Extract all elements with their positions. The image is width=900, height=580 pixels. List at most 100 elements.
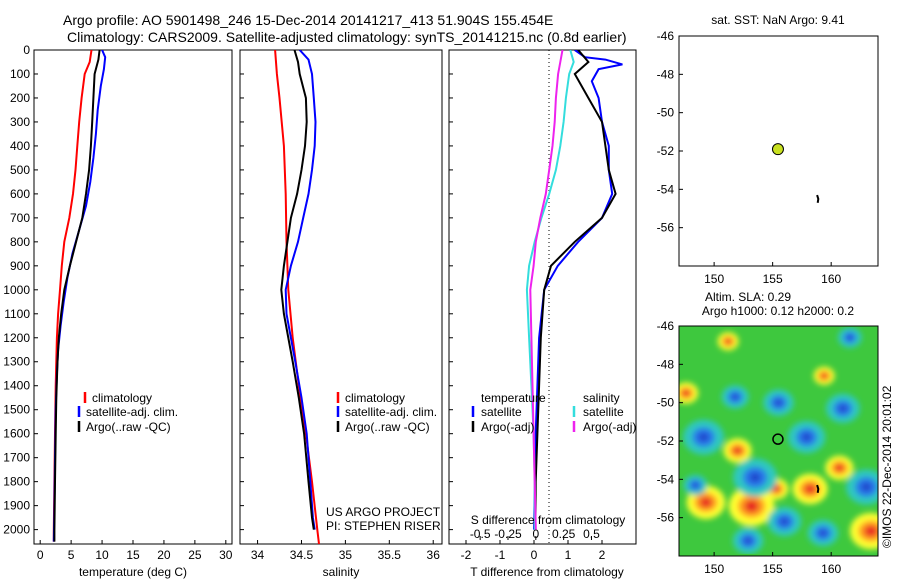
series-line-satellite [533, 50, 623, 530]
sla-map-title-line1: Altim. SLA: 0.29 [705, 290, 791, 304]
map-y-tick-label: -54 [657, 182, 675, 196]
sla-high-peak [733, 447, 742, 455]
series-line-argo-adj [534, 50, 617, 530]
legend-s-satellite: satellite [583, 405, 624, 419]
temperature-axis-tick-label: 20 [157, 548, 171, 562]
depth-tick-label: 2000 [3, 523, 30, 537]
series-line-argo-raw-qc [280, 50, 315, 530]
salinity-axis-tick-label: 34.5 [290, 548, 314, 562]
depth-tick-label: 1800 [3, 475, 30, 489]
sla-high-peak [820, 373, 828, 379]
t-difference-axis-tick-label: 1 [565, 548, 572, 562]
temperature-axis-label: temperature (deg C) [79, 565, 187, 579]
t-difference-axis-tick-label: -2 [461, 548, 472, 562]
sla-high-peak [682, 389, 690, 397]
depth-tick-label: 900 [10, 259, 30, 273]
series-line-argo-adj [529, 50, 564, 530]
sla-high-peak [804, 484, 816, 494]
legend-t-argo: Argo(-adj) [481, 420, 534, 434]
salinity-panel: 34 34.5 35 35.5 36 salinity climatology sate… [239, 49, 443, 579]
s-difference-axis: -0.5 -0.25 0 0.25 0.5 [470, 527, 600, 541]
map-y-tick-label: -46 [657, 29, 675, 43]
map-y-tick-label: -54 [657, 472, 675, 486]
header-title-line2: Climatology: CARS2009. Satellite-adjuste… [67, 29, 627, 45]
sla-low-peak [861, 482, 872, 492]
map-x-tick-label: 150 [704, 562, 724, 576]
legend-salinity-title: salinity [583, 391, 620, 405]
credit-line1: US ARGO PROJECT [326, 505, 441, 519]
float-position-marker-sla [772, 433, 784, 445]
s-difference-axis-tick-label: -0.25 [494, 527, 522, 541]
salinity-axis-tick-label: 36 [427, 548, 441, 562]
salinity-series [274, 50, 320, 544]
legend-argo: Argo(..raw -QC) [86, 420, 171, 434]
map-y-tick-label: -46 [657, 319, 675, 333]
sla-low-peak [819, 529, 827, 537]
sla-low-peak [698, 432, 709, 442]
s-difference-axis-tick-label: 0.25 [552, 527, 576, 541]
temperature-legend: climatology satellite-adj. clim. Argo(..… [77, 391, 178, 434]
difference-panel: -2 -1 0 1 2 -0.5 -0.25 0 0.25 0.5 T difference f… [448, 49, 637, 579]
sla-map-panel: Altim. SLA: 0.29 Argo h1000: 0.12 h2000:… [657, 290, 879, 576]
t-difference-axis-tick-label: 0 [531, 548, 538, 562]
salinity-axis-tick-label: 35.5 [378, 548, 402, 562]
legend-s-argo: Argo(-adj) [583, 420, 636, 434]
legend-satellite-adj-2: satellite-adj. clim. [345, 405, 437, 419]
float-position-marker [771, 143, 784, 156]
depth-tick-label: 1200 [3, 331, 30, 345]
depth-tick-label: 300 [10, 115, 30, 129]
sla-high-peak [835, 464, 844, 472]
depth-tick-label: 600 [10, 187, 30, 201]
map-x-tick-label: 150 [704, 272, 724, 286]
salinity-axis: 34 34.5 35 35.5 36 [251, 540, 440, 562]
map-y-tick-label: -50 [657, 106, 675, 120]
sla-low-peak [774, 399, 783, 406]
depth-tick-label: 1100 [4, 307, 30, 321]
map-x-tick-label: 160 [821, 562, 841, 576]
map-y-tick-label: -50 [657, 396, 675, 410]
depth-tick-label: 1500 [3, 403, 30, 417]
sla-high-peak [744, 500, 759, 512]
sla-heatmap [679, 326, 878, 556]
map-x-tick-label: 155 [763, 562, 783, 576]
sst-map-title: sat. SST: NaN Argo: 9.41 [711, 13, 845, 27]
sst-map-axes: 150 155 160 -46 -48 -50 -52 -54 -56 [657, 29, 842, 286]
salinity-plot-frame [239, 49, 443, 545]
depth-tick-label: 100 [10, 67, 30, 81]
map-x-tick-label: 155 [763, 272, 783, 286]
s-difference-axis-tick-label: -0.5 [470, 527, 491, 541]
depth-tick-label: 1700 [3, 451, 30, 465]
salinity-axis-tick-label: 34 [251, 548, 265, 562]
depth-tick-label: 700 [10, 211, 30, 225]
depth-tick-label: 200 [10, 91, 30, 105]
series-line-argo-raw-qc [53, 50, 101, 542]
map-y-tick-label: -52 [657, 434, 675, 448]
legend-climatology-2: climatology [345, 391, 405, 405]
sst-map-marks [771, 143, 820, 203]
map-x-tick-label: 160 [821, 272, 841, 286]
sla-low-peak [802, 433, 812, 442]
depth-tick-label: 1400 [3, 379, 30, 393]
s-difference-axis-label: S difference from climatology [471, 513, 626, 527]
depth-axis: 0 100 200 300 400 500 600 700 800 900 1000 1100 1200… [3, 43, 38, 537]
s-difference-axis-tick-label: 0 [532, 527, 539, 541]
temperature-axis-tick-label: 5 [68, 548, 75, 562]
temperature-axis-tick-label: 30 [219, 548, 233, 562]
legend-t-satellite: satellite [481, 405, 522, 419]
salinity-legend: climatology satellite-adj. clim. Argo(..… [336, 391, 437, 434]
temperature-axis-tick-label: 25 [188, 548, 202, 562]
temperature-axis-tick-label: 15 [126, 548, 140, 562]
temperature-axis-tick-label: 0 [37, 548, 44, 562]
credit-line2: PI: STEPHEN RISER [326, 519, 441, 533]
sla-high-peak [772, 485, 780, 493]
difference-series [525, 50, 623, 530]
t-difference-axis-tick-label: -1 [495, 548, 506, 562]
difference-plot-frame [448, 49, 637, 545]
legend-climatology: climatology [92, 391, 152, 405]
salinity-axis-tick-label: 35 [339, 548, 353, 562]
sla-low-peak [780, 517, 789, 526]
legend-argo-2: Argo(..raw -QC) [345, 420, 430, 434]
series-line-climatology [52, 50, 93, 542]
temperature-series [52, 50, 107, 542]
